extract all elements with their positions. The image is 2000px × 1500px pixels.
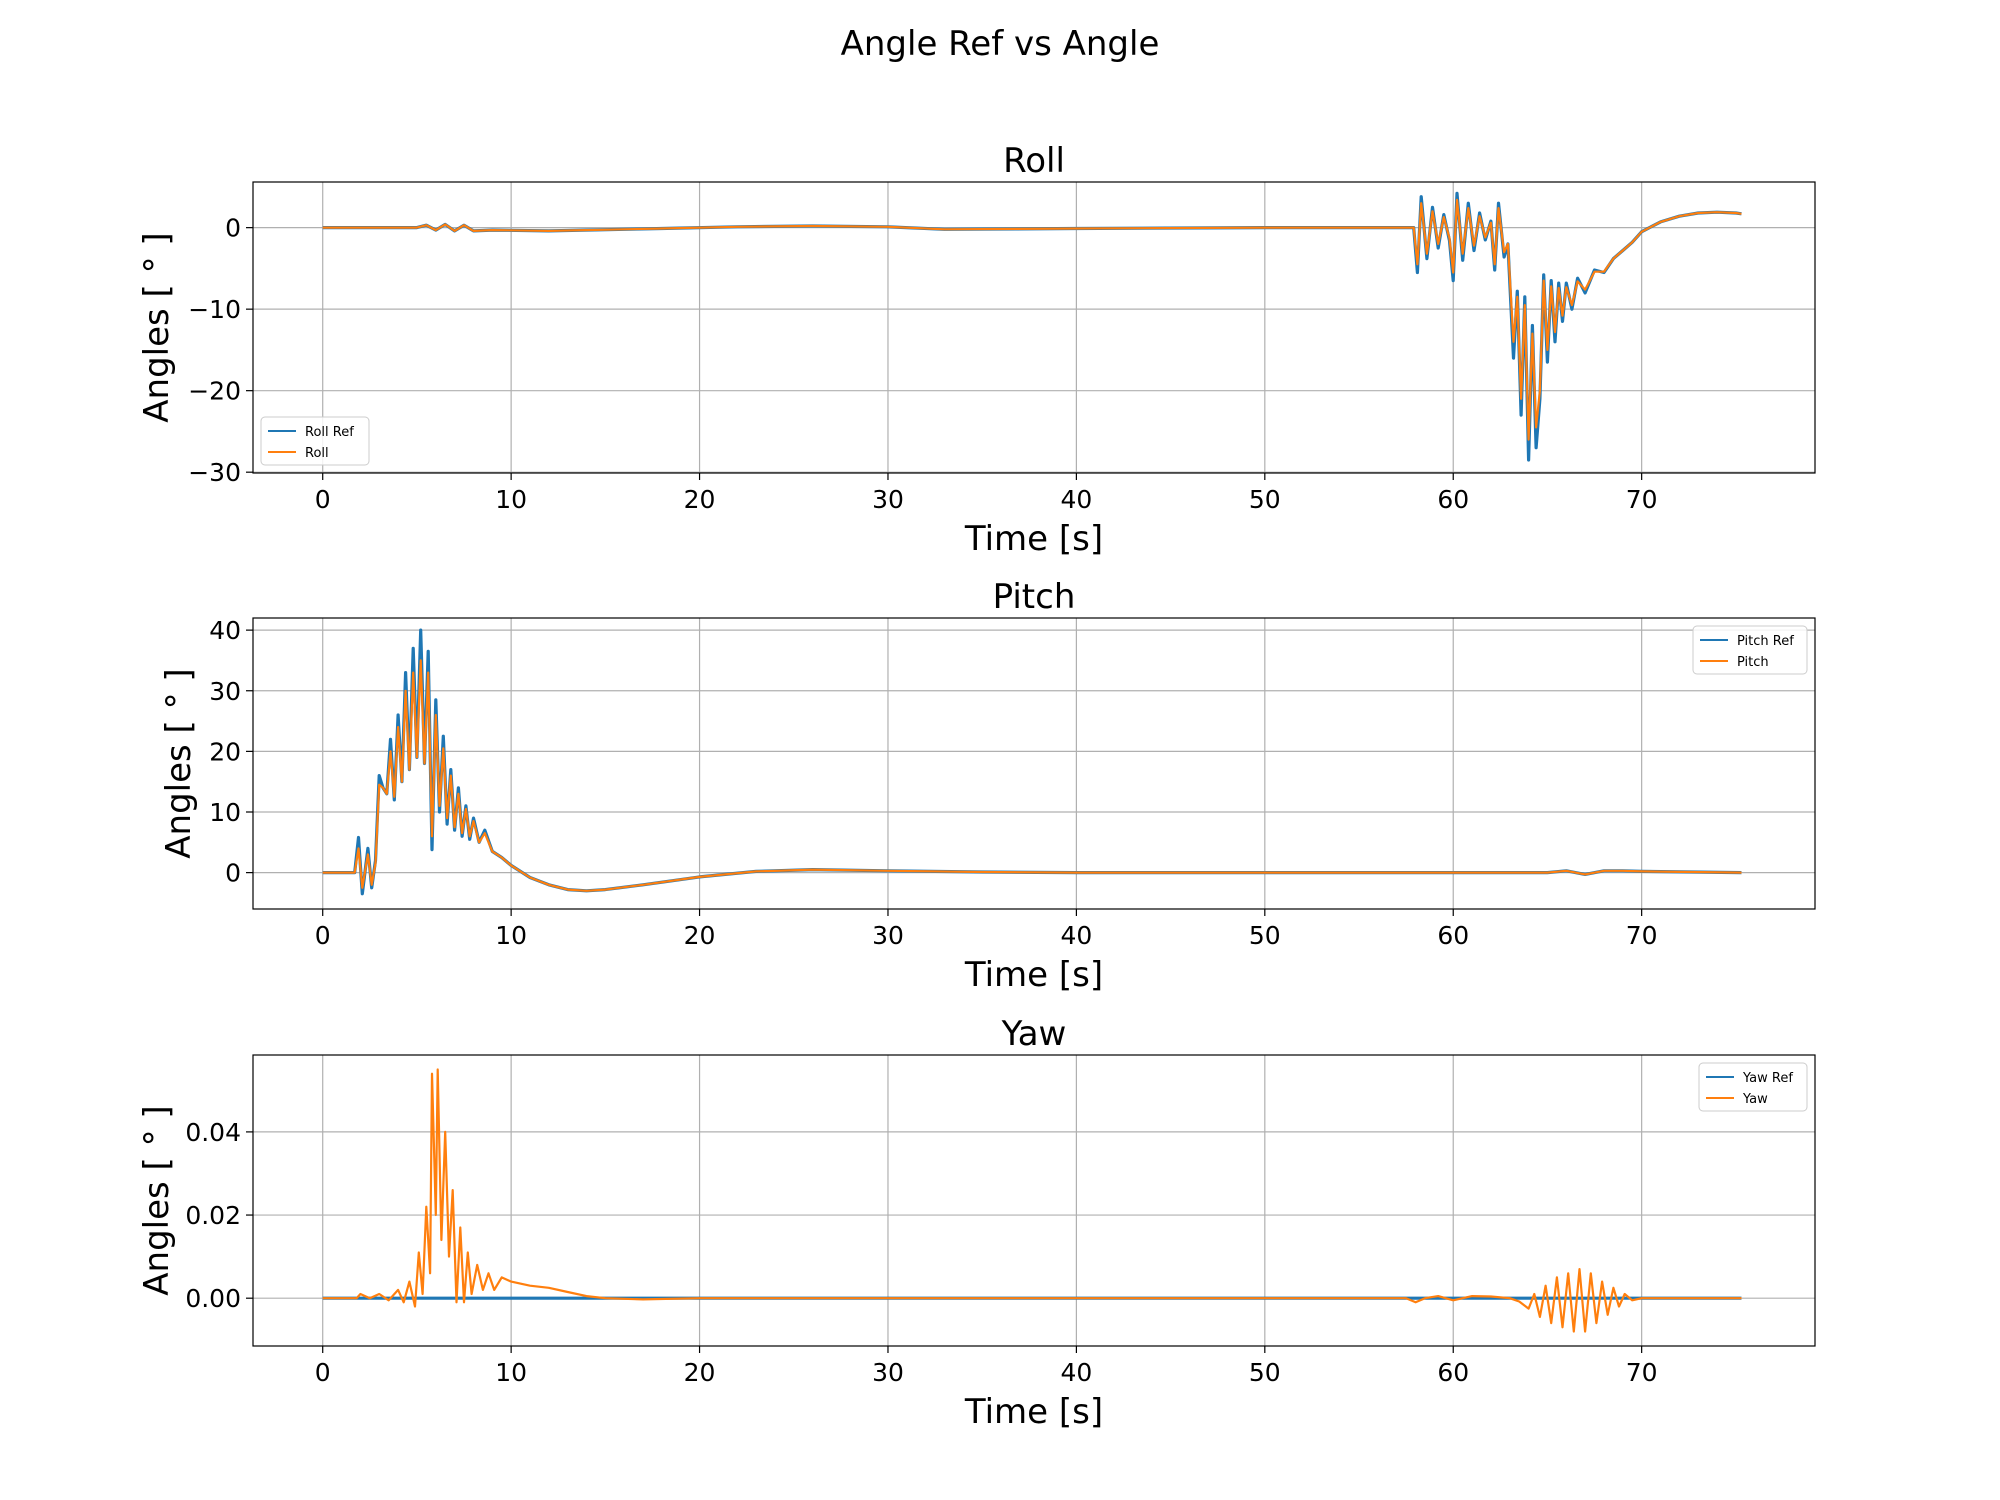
legend-label: Yaw Ref <box>1742 1071 1793 1086</box>
x-tick-label: 40 <box>1060 921 1092 950</box>
x-tick-label: 10 <box>495 485 527 514</box>
subplots: 0 10 20 30 40 50 60 70 −30 −20 −10 0 Roll Time [s] Ang… <box>137 141 1816 1432</box>
y-axis-label: Angles [ ° ] <box>137 232 177 422</box>
y-axis-label: Angles [ ° ] <box>159 668 199 858</box>
y-tick-label: 40 <box>209 616 241 645</box>
y-tick-label: 0 <box>225 214 241 243</box>
x-tick-label: 30 <box>872 1358 904 1387</box>
x-tick-label: 50 <box>1249 921 1281 950</box>
x-tick-label: 60 <box>1437 921 1469 950</box>
x-tick-label: 70 <box>1626 1358 1658 1387</box>
figure-title: Angle Ref vs Angle <box>841 24 1160 64</box>
y-axis-label: Angles [ ° ] <box>137 1105 177 1295</box>
x-tick-label: 70 <box>1626 921 1658 950</box>
subplot-title: Yaw <box>1001 1014 1067 1054</box>
x-tick-label: 70 <box>1626 485 1658 514</box>
y-tick-label: −20 <box>188 377 241 406</box>
x-tick-label: 30 <box>872 485 904 514</box>
x-tick-label: 20 <box>684 485 716 514</box>
x-tick-label: 50 <box>1249 485 1281 514</box>
y-tick-label: 0.00 <box>185 1284 241 1313</box>
legend-label: Roll <box>305 446 329 461</box>
y-tick-label: 10 <box>209 798 241 827</box>
legend: Pitch Ref Pitch <box>1692 625 1808 675</box>
y-tick-label: −30 <box>188 458 241 487</box>
x-tick-label: 0 <box>315 1358 331 1387</box>
legend-label: Pitch Ref <box>1737 634 1794 649</box>
x-tick-label: 0 <box>315 921 331 950</box>
subplot-roll: 0 10 20 30 40 50 60 70 −30 −20 −10 0 Roll Time [s] Ang… <box>137 141 1816 559</box>
subplot-title: Roll <box>1003 141 1065 181</box>
legend-label: Yaw <box>1742 1092 1768 1107</box>
x-tick-label: 20 <box>684 921 716 950</box>
subplot-title: Pitch <box>993 577 1076 617</box>
y-tick-label: 0.02 <box>185 1201 241 1230</box>
axes-frame <box>252 617 1816 910</box>
x-tick-label: 40 <box>1060 485 1092 514</box>
x-tick-label: 60 <box>1437 1358 1469 1387</box>
x-axis-label: Time [s] <box>964 1392 1103 1432</box>
x-tick-label: 50 <box>1249 1358 1281 1387</box>
y-tick-label: 0 <box>225 859 241 888</box>
y-tick-label: 20 <box>209 737 241 766</box>
y-tick-label: −10 <box>188 295 241 324</box>
x-tick-label: 60 <box>1437 485 1469 514</box>
legend-label: Roll Ref <box>305 425 354 440</box>
x-tick-label: 10 <box>495 921 527 950</box>
axes-frame <box>252 181 1816 474</box>
x-axis-label: Time [s] <box>964 519 1103 559</box>
x-tick-label: 20 <box>684 1358 716 1387</box>
series-line-yaw <box>322 1068 1742 1333</box>
x-tick-label: 30 <box>872 921 904 950</box>
subplot-yaw: 0 10 20 30 40 50 60 70 0.00 0.02 0.04 Yaw Time [s] An… <box>137 1014 1816 1432</box>
axes-frame <box>252 1054 1816 1347</box>
subplot-pitch: 0 10 20 30 40 50 60 70 0 10 20 30 40 Pitch Time [s] Ang… <box>159 577 1816 995</box>
x-tick-label: 10 <box>495 1358 527 1387</box>
legend-label: Pitch <box>1737 655 1769 670</box>
x-tick-label: 40 <box>1060 1358 1092 1387</box>
series-line-roll <box>322 198 1742 441</box>
series-line-pitch <box>322 659 1742 892</box>
legend: Roll Ref Roll <box>260 416 370 466</box>
x-axis-label: Time [s] <box>964 955 1103 995</box>
y-tick-label: 0.04 <box>185 1118 241 1147</box>
legend: Yaw Ref Yaw <box>1698 1062 1808 1112</box>
x-tick-label: 0 <box>315 485 331 514</box>
series-line-pitch-ref <box>322 628 1742 896</box>
y-tick-label: 30 <box>209 677 241 706</box>
